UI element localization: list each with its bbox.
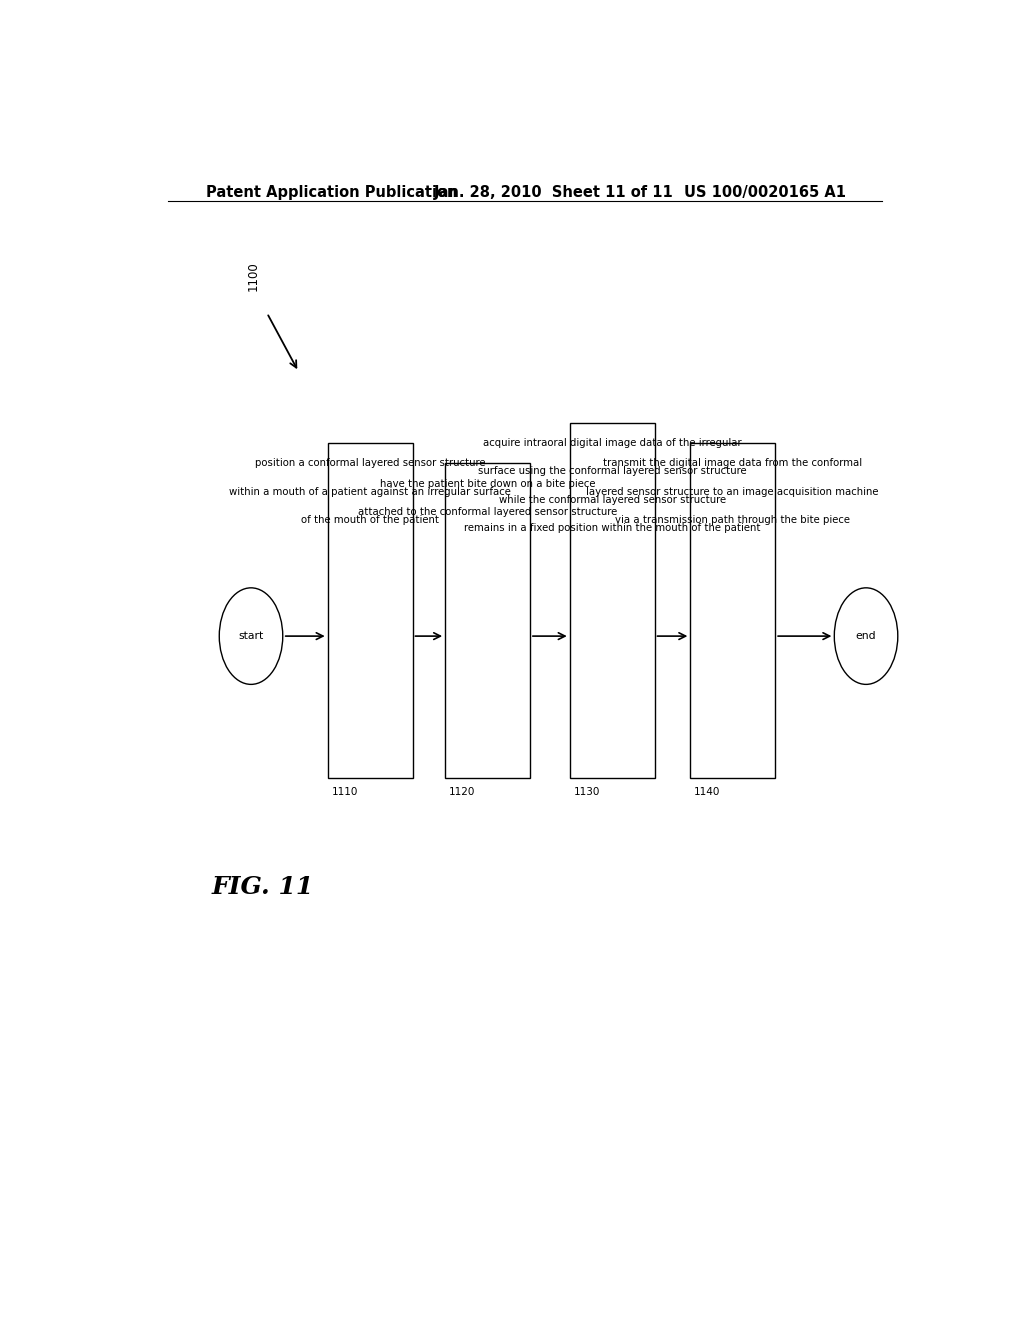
FancyBboxPatch shape <box>690 444 775 779</box>
Text: 1130: 1130 <box>573 787 600 796</box>
Text: FIG. 11: FIG. 11 <box>211 875 313 899</box>
Ellipse shape <box>219 587 283 684</box>
Text: while the conformal layered sensor structure: while the conformal layered sensor struc… <box>499 495 726 504</box>
Text: 1110: 1110 <box>332 787 358 796</box>
Text: start: start <box>239 631 263 642</box>
Text: within a mouth of a patient against an irregular surface: within a mouth of a patient against an i… <box>229 487 511 496</box>
Text: via a transmission path through the bite piece: via a transmission path through the bite… <box>615 515 850 525</box>
Text: attached to the conformal layered sensor structure: attached to the conformal layered sensor… <box>357 507 617 517</box>
Text: 1120: 1120 <box>449 787 475 796</box>
Text: acquire intraoral digital image data of the irregular: acquire intraoral digital image data of … <box>482 438 741 447</box>
Text: end: end <box>856 631 877 642</box>
Text: remains in a fixed position within the mouth of the patient: remains in a fixed position within the m… <box>464 523 761 533</box>
Text: position a conformal layered sensor structure: position a conformal layered sensor stru… <box>255 458 485 469</box>
FancyBboxPatch shape <box>328 444 413 779</box>
Text: 1100: 1100 <box>247 261 260 290</box>
Text: layered sensor structure to an image acquisition machine: layered sensor structure to an image acq… <box>587 487 879 496</box>
Text: Patent Application Publication: Patent Application Publication <box>206 185 458 199</box>
Text: 1140: 1140 <box>694 787 721 796</box>
Text: transmit the digital image data from the conformal: transmit the digital image data from the… <box>603 458 862 469</box>
Text: have the patient bite down on a bite piece: have the patient bite down on a bite pie… <box>380 479 595 488</box>
FancyBboxPatch shape <box>445 463 530 779</box>
Text: Jan. 28, 2010  Sheet 11 of 11: Jan. 28, 2010 Sheet 11 of 11 <box>433 185 674 199</box>
Text: surface using the conformal layered sensor structure: surface using the conformal layered sens… <box>478 466 746 477</box>
FancyBboxPatch shape <box>569 422 654 779</box>
Ellipse shape <box>835 587 898 684</box>
Text: US 100/0020165 A1: US 100/0020165 A1 <box>684 185 846 199</box>
Text: of the mouth of the patient: of the mouth of the patient <box>301 515 439 525</box>
